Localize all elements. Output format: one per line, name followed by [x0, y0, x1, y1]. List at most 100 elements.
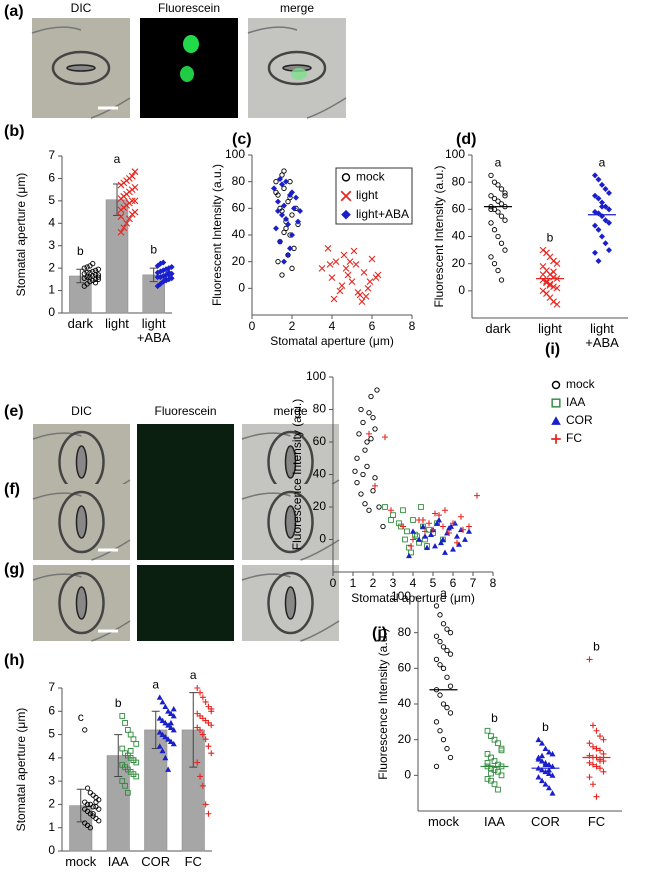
point	[488, 220, 494, 226]
point	[484, 776, 491, 782]
legend-label: FC	[566, 431, 582, 445]
point	[437, 662, 443, 668]
point	[488, 206, 494, 212]
point	[90, 811, 96, 817]
y-tick-label: 5	[48, 193, 55, 207]
point	[502, 203, 508, 210]
point	[433, 603, 440, 609]
point	[599, 213, 605, 220]
panel-label: (j)	[372, 625, 387, 642]
point	[285, 221, 291, 228]
panel-label: (a)	[4, 3, 24, 20]
point	[156, 715, 163, 721]
point	[433, 687, 440, 693]
point	[430, 526, 436, 533]
point	[535, 765, 542, 771]
point	[550, 273, 557, 281]
point	[372, 475, 378, 481]
legend-marker	[551, 416, 561, 425]
point	[370, 488, 376, 494]
point	[406, 552, 412, 559]
point	[602, 217, 609, 224]
point	[436, 512, 442, 519]
point	[167, 710, 174, 717]
x-tick-label: light	[105, 317, 129, 331]
point	[553, 284, 561, 292]
point	[165, 722, 172, 728]
point	[416, 536, 422, 542]
y-tick-label: 1	[48, 283, 55, 297]
point	[432, 510, 438, 517]
point	[553, 260, 561, 268]
point	[474, 492, 480, 499]
point	[454, 533, 460, 539]
point	[131, 184, 139, 191]
panel-label: (d)	[456, 131, 476, 148]
point	[279, 272, 285, 278]
point	[293, 194, 299, 201]
y-tick-label: 20	[452, 256, 466, 270]
point	[388, 517, 394, 523]
point	[362, 501, 368, 507]
point	[433, 633, 440, 639]
point	[81, 271, 87, 277]
point	[491, 206, 498, 212]
point	[197, 773, 204, 780]
point	[466, 528, 472, 534]
y-axis-label: Stomatal aperture (μm)	[14, 173, 28, 297]
point	[442, 549, 448, 555]
point	[273, 179, 279, 185]
legend-label: mock	[566, 377, 596, 391]
x-tick-label: 2	[289, 319, 296, 333]
y-tick-label: 20	[313, 499, 327, 513]
point	[590, 743, 596, 750]
point	[368, 436, 374, 442]
point	[437, 612, 443, 618]
point	[440, 621, 447, 627]
point	[410, 536, 416, 543]
point	[495, 786, 501, 793]
cell-wall	[31, 26, 131, 119]
point	[437, 728, 443, 734]
point	[90, 268, 96, 275]
point	[447, 754, 454, 761]
x-tick-label: mock	[427, 815, 460, 829]
point	[553, 301, 561, 308]
x-tick-label-box: IAA	[484, 815, 505, 829]
point	[84, 269, 90, 276]
point	[433, 656, 440, 663]
cell-wall	[241, 492, 340, 561]
point	[410, 528, 416, 534]
y-tick-label: 60	[232, 201, 246, 215]
legend-label: light	[356, 188, 379, 202]
x-tick-label-box: COR	[531, 815, 560, 829]
x-tick-label: COR	[141, 855, 171, 869]
column-header: Fluorescein	[158, 1, 220, 15]
point	[498, 747, 505, 754]
point	[590, 722, 596, 729]
y-tick-label: 60	[313, 434, 327, 448]
point	[535, 774, 542, 780]
point	[586, 759, 593, 766]
significance-letter: a	[114, 152, 121, 166]
x-tick-label: 4	[329, 319, 336, 333]
point	[502, 190, 508, 196]
panel-label: (f)	[4, 481, 20, 498]
point	[324, 244, 332, 252]
point	[595, 226, 602, 233]
point	[124, 789, 131, 796]
legend-marker	[341, 173, 351, 182]
point	[597, 747, 603, 754]
point	[535, 736, 542, 743]
x-tick-label: light	[538, 322, 562, 336]
point	[344, 271, 352, 279]
point	[586, 774, 593, 781]
point	[495, 768, 501, 775]
point	[495, 209, 501, 215]
point	[542, 781, 549, 787]
point	[364, 439, 370, 445]
point	[549, 772, 556, 778]
x-tick-label-box: mock	[65, 855, 96, 869]
point	[122, 720, 128, 726]
point	[117, 213, 125, 220]
